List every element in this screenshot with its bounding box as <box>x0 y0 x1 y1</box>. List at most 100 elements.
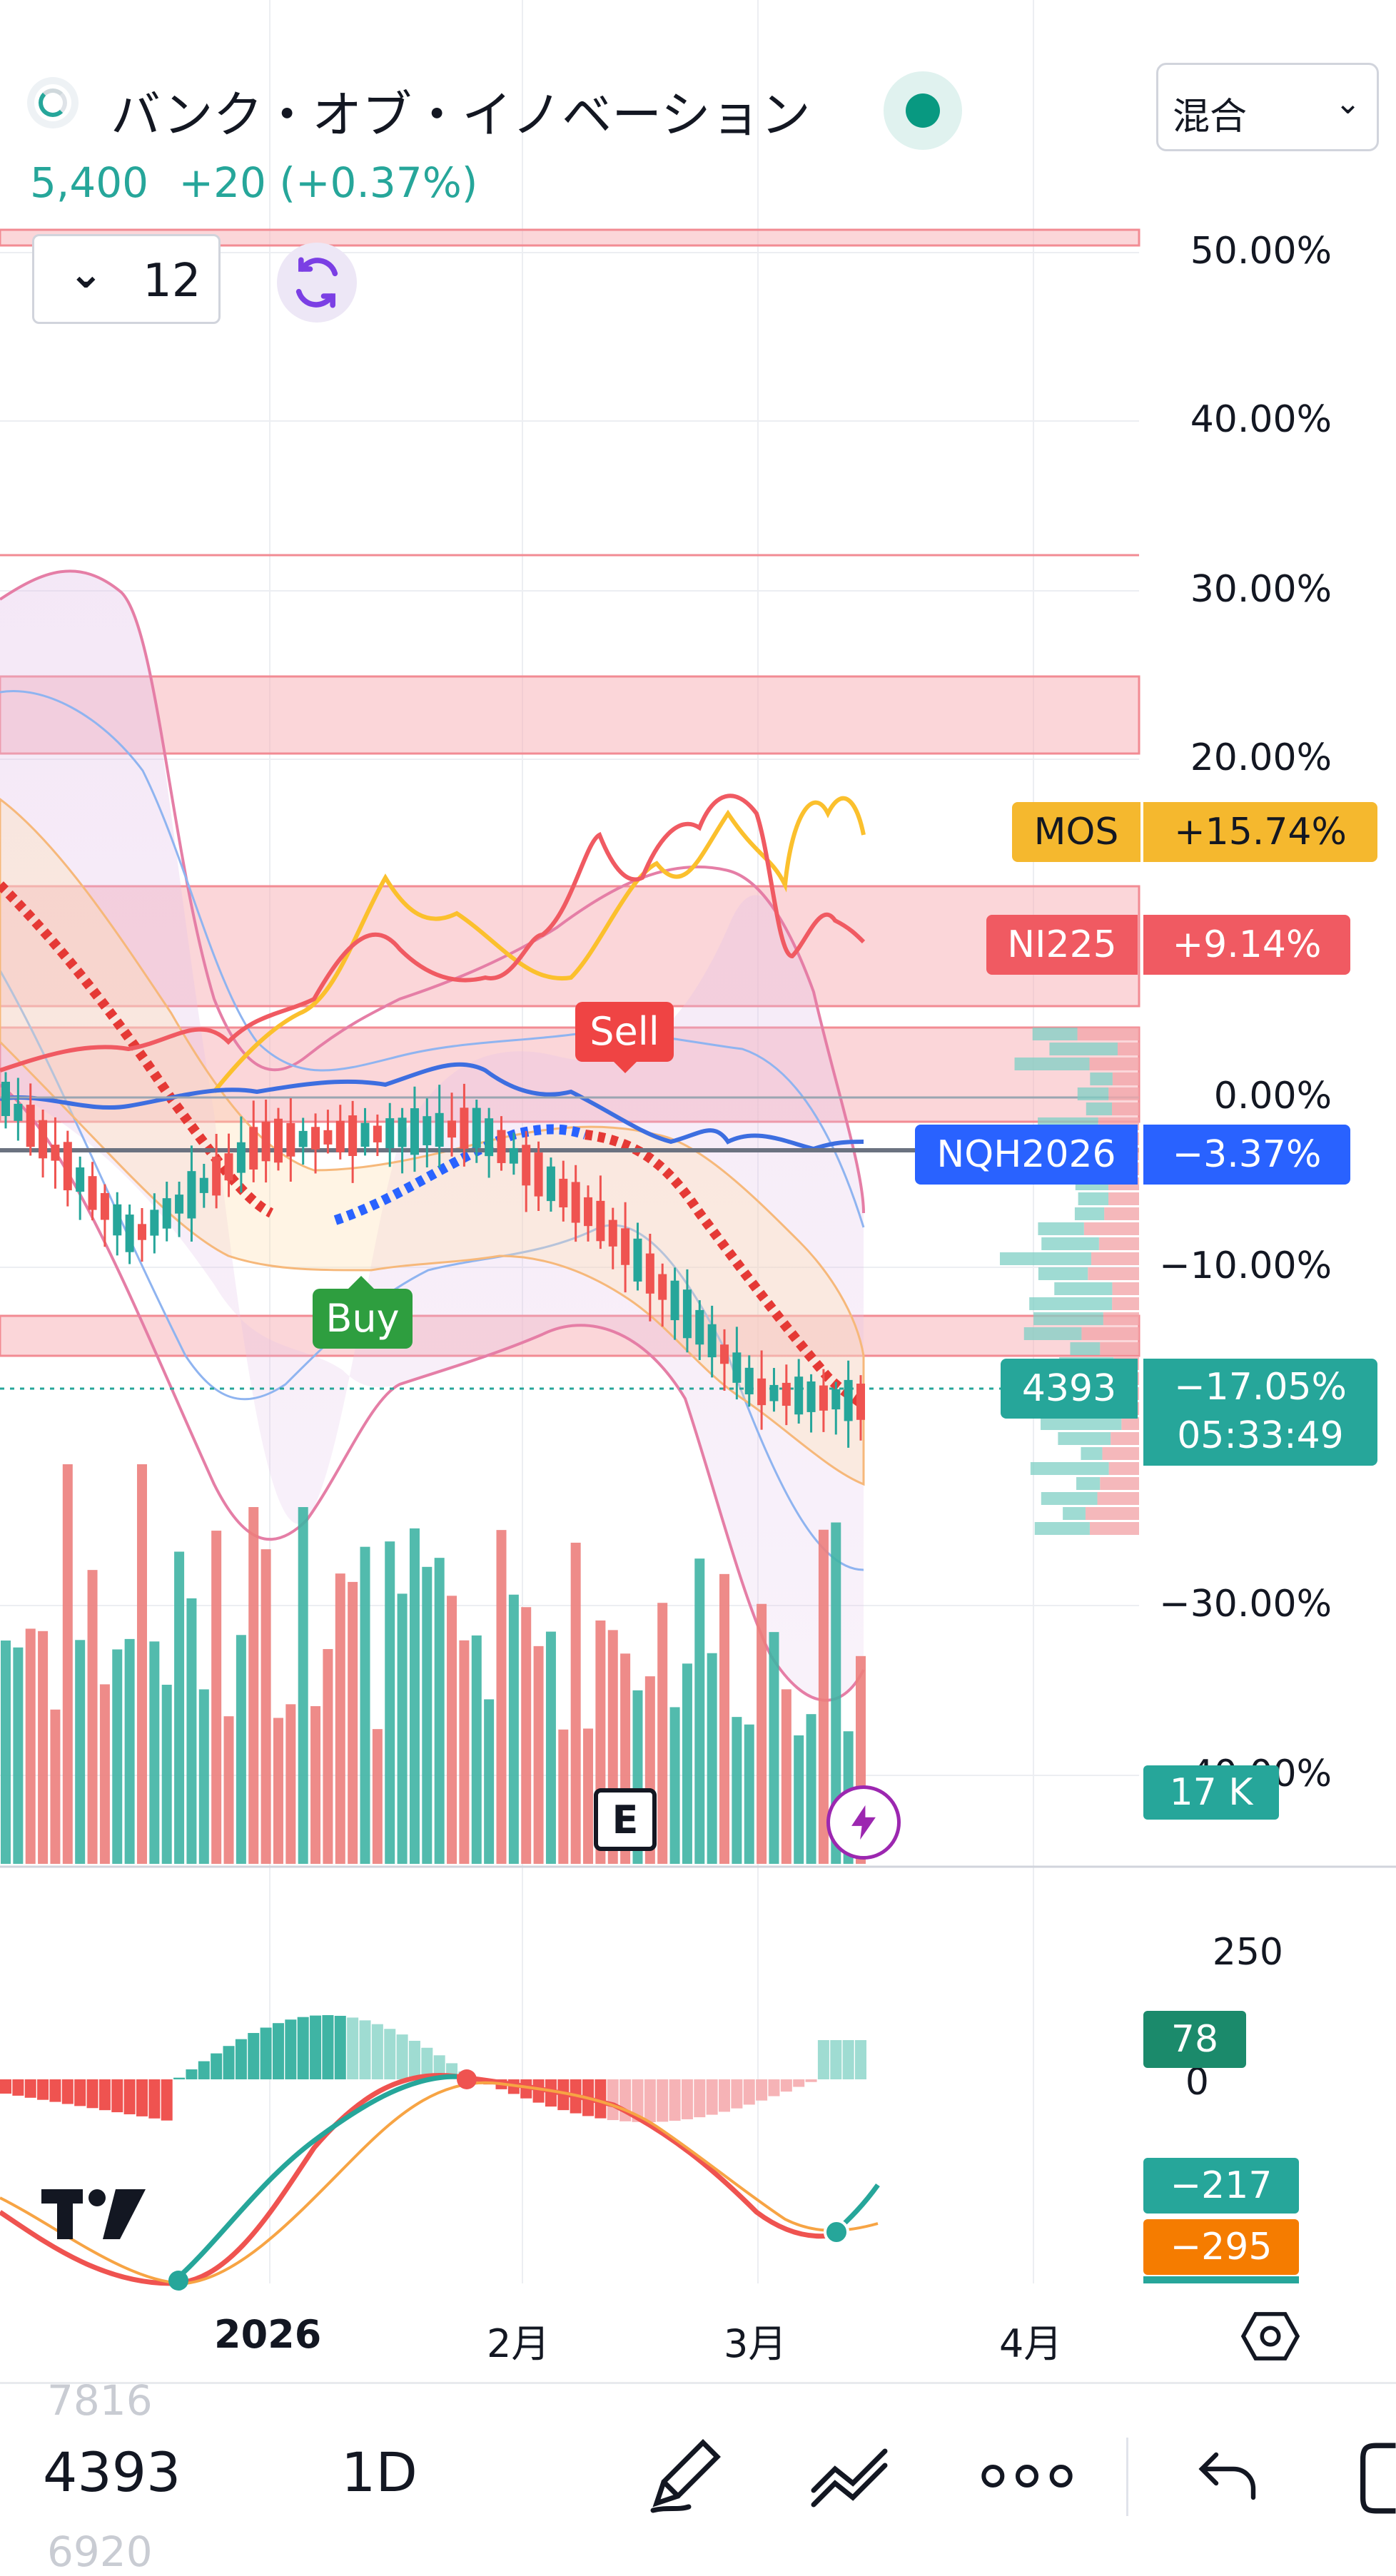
histogram-bar <box>384 2029 395 2079</box>
axis-label: 50.00% <box>1190 230 1332 273</box>
volume-bar <box>398 1593 408 1864</box>
histogram-bar <box>397 2034 408 2079</box>
indicator-count: 12 <box>143 255 201 308</box>
volume-bar <box>75 1640 85 1864</box>
candle <box>76 1157 84 1220</box>
vp-bar <box>1063 1507 1086 1520</box>
undo-icon[interactable] <box>1193 2446 1262 2503</box>
last-price: 5,400 <box>30 158 148 207</box>
volume-bar <box>521 1607 531 1864</box>
volume-bar <box>186 1598 196 1864</box>
refresh-button[interactable] <box>277 243 357 323</box>
settings-hex-icon[interactable] <box>1240 2309 1300 2363</box>
interval-button[interactable]: 1D <box>341 2440 418 2504</box>
histogram-bar <box>161 2079 173 2121</box>
histogram-bar <box>719 2079 730 2111</box>
histogram-bar <box>756 2079 767 2101</box>
vp-bar <box>1088 1267 1139 1280</box>
market-status-icon[interactable] <box>884 71 962 150</box>
fullscreen-icon[interactable] <box>1356 2439 1396 2517</box>
histogram-bar <box>111 2079 123 2112</box>
histogram-bar <box>347 2017 358 2079</box>
sell-signal[interactable]: Sell <box>575 1002 674 1062</box>
histogram-bar <box>136 2079 148 2116</box>
volume-bar <box>484 1699 494 1864</box>
candle <box>51 1117 59 1189</box>
volume-bar <box>422 1567 432 1864</box>
series-label-ni225: NI225 <box>986 915 1138 975</box>
volume-bar <box>310 1706 320 1864</box>
vp-bar <box>1029 1297 1112 1310</box>
volume-bar <box>348 1582 358 1864</box>
histogram-bar <box>707 2079 718 2115</box>
more-icon[interactable] <box>981 2460 1073 2492</box>
volume-bar <box>174 1551 184 1864</box>
volume-bar <box>732 1717 742 1864</box>
histogram-bar <box>0 2079 11 2094</box>
vp-bar <box>1086 1102 1112 1115</box>
vp-bar <box>1104 1207 1139 1220</box>
vp-bar <box>1078 1028 1139 1040</box>
vp-bar <box>1049 1043 1118 1055</box>
earnings-marker[interactable]: E <box>594 1788 657 1851</box>
histogram-bar <box>236 2039 247 2079</box>
symbol-name[interactable]: バンク・オブ・イノベーション <box>111 75 811 147</box>
compare-mode-label: 混合 <box>1173 86 1247 140</box>
series-label-mos: MOS <box>1012 802 1140 862</box>
osc-axis-label: 250 <box>1213 1931 1283 1974</box>
volume-bar <box>63 1464 73 1864</box>
symbol-button[interactable]: 4393 <box>43 2440 181 2504</box>
histogram-bar <box>372 2024 383 2079</box>
axis-label: 0.00% <box>1214 1075 1332 1117</box>
chevron-down-icon: ⌄ <box>69 249 103 298</box>
vp-bar <box>1121 1417 1139 1430</box>
volume-bar <box>261 1549 271 1864</box>
volume-bar <box>224 1716 234 1864</box>
buy-signal[interactable]: Buy <box>313 1289 413 1349</box>
histogram-bar <box>310 2016 321 2079</box>
histogram-bar <box>843 2040 854 2079</box>
histogram-bar <box>74 2079 86 2106</box>
histogram-bar <box>818 2040 829 2079</box>
indicator-collapse-button[interactable]: ⌄ 12 <box>32 234 221 324</box>
vp-bar <box>1000 1252 1091 1265</box>
vp-bar <box>1078 1087 1108 1100</box>
vp-bar <box>1098 1492 1139 1505</box>
vp-bar <box>1033 1312 1103 1325</box>
trend-lines-icon[interactable] <box>806 2440 899 2512</box>
vp-bar <box>1099 1237 1139 1250</box>
vp-bar <box>1113 1073 1139 1085</box>
vp-bar <box>1038 1267 1088 1280</box>
volume-bar <box>435 1558 445 1864</box>
volume-bar <box>199 1689 209 1864</box>
histogram-bar <box>211 2054 222 2079</box>
osc-value-macd: −217 <box>1143 2158 1299 2214</box>
volume-bar <box>335 1573 345 1864</box>
vp-bar <box>1100 1477 1139 1490</box>
histogram-bar <box>37 2079 49 2100</box>
volume-bar <box>236 1635 246 1864</box>
vp-bar <box>1112 1297 1139 1310</box>
candle <box>299 1117 308 1165</box>
bolt-marker[interactable] <box>826 1785 901 1860</box>
vp-bar <box>1111 1432 1139 1445</box>
symbol-loading-icon <box>34 84 71 121</box>
axis-label: 40.00% <box>1190 398 1332 441</box>
volume-bar <box>719 1574 729 1864</box>
histogram-bar <box>273 2023 284 2079</box>
series-value-4393-box: −17.05% 05:33:49 <box>1143 1359 1377 1466</box>
tradingview-logo <box>41 2185 148 2242</box>
volume-bar <box>657 1603 667 1864</box>
refresh-icon <box>290 255 344 310</box>
time-axis-label: 2月 <box>487 2312 550 2368</box>
volume-bar <box>459 1641 469 1864</box>
pencil-icon[interactable] <box>642 2432 728 2517</box>
histogram-bar <box>198 2062 210 2079</box>
vp-bar <box>1112 1102 1139 1115</box>
volume-bar <box>447 1596 457 1864</box>
histogram-bar <box>644 2079 656 2122</box>
volume-bar <box>385 1541 395 1864</box>
histogram-bar <box>49 2079 61 2102</box>
compare-mode-select[interactable]: 混合 ⌄ <box>1156 63 1379 151</box>
volume-bar <box>112 1649 122 1864</box>
